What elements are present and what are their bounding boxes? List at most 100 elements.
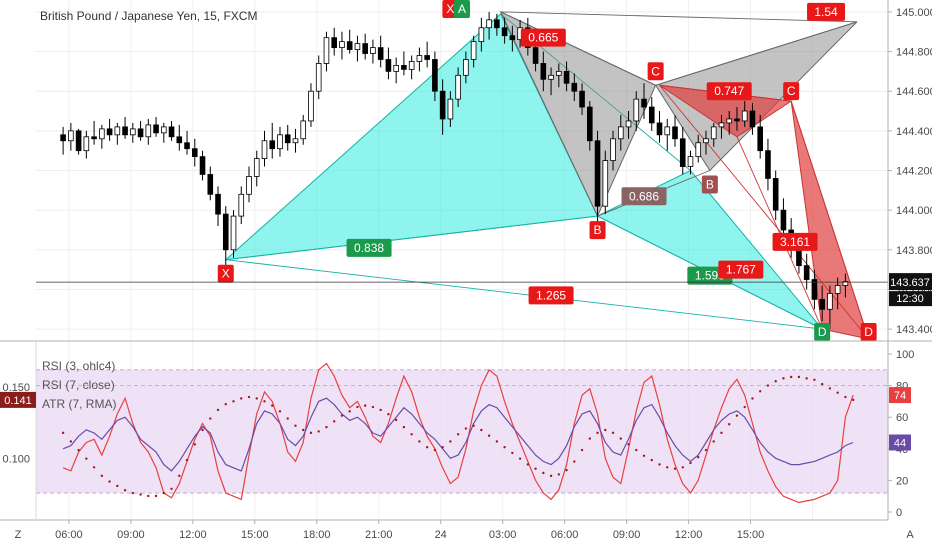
point-label-bg	[589, 221, 606, 240]
atr-point	[240, 397, 243, 400]
candle-body	[401, 65, 407, 70]
point-label-b: B	[589, 221, 606, 240]
candle-body	[648, 106, 655, 124]
pattern-gray-line	[500, 11, 858, 23]
point-label-text: B	[706, 178, 714, 192]
candle-body	[99, 128, 105, 140]
point-label-text: B	[594, 223, 602, 237]
candle	[277, 126, 283, 157]
candle	[486, 11, 492, 40]
candle-body	[153, 124, 159, 134]
candle	[346, 29, 353, 54]
candle	[339, 31, 345, 60]
chart-title: British Pound / Japanese Yen, 15, FXCM	[40, 9, 257, 23]
ratio-text: 0.838	[354, 241, 384, 255]
price-tick-label: 145.000	[896, 7, 932, 19]
point-label-text: C	[651, 64, 660, 78]
candle-body	[331, 37, 338, 48]
candle	[540, 51, 547, 92]
candle-body	[145, 124, 152, 138]
candle-body	[323, 37, 330, 64]
candle	[772, 170, 779, 221]
candle-body	[416, 55, 423, 62]
atr-point	[487, 434, 491, 437]
atr-point	[604, 428, 607, 432]
candle	[672, 114, 678, 147]
candle	[238, 186, 245, 225]
candle-body	[168, 126, 175, 138]
candle-body	[571, 82, 578, 92]
candle	[834, 277, 841, 310]
candle-body	[757, 126, 764, 152]
candle	[284, 124, 291, 151]
candle-body	[494, 19, 500, 29]
atr-point	[263, 400, 266, 403]
atr-point	[433, 448, 437, 452]
candle	[432, 51, 438, 102]
legend-atr: ATR (7, RMA)	[42, 397, 116, 411]
candle	[447, 91, 454, 127]
candle-body	[703, 138, 709, 144]
candle	[765, 138, 771, 191]
ratio-label: 3.161	[772, 232, 818, 251]
ratio-text: 0.747	[714, 84, 744, 98]
candle-body	[772, 178, 779, 211]
atr-point	[635, 448, 638, 452]
candle	[145, 118, 152, 145]
atr-point	[201, 428, 204, 432]
ratio-text: 0.665	[528, 31, 558, 45]
candle-body	[308, 90, 314, 122]
candle	[215, 186, 221, 227]
candle	[176, 124, 183, 151]
atr-point	[333, 420, 336, 423]
candle-body	[726, 118, 733, 124]
timezone-icon[interactable]: Z	[15, 529, 22, 541]
atr-point	[759, 390, 762, 393]
pattern-red-line	[790, 100, 870, 340]
candle	[563, 61, 570, 92]
last-price-tag: 143.637 12:30	[889, 273, 932, 307]
atr-point	[805, 377, 808, 380]
candle	[695, 134, 702, 163]
pattern-cyan-line	[225, 215, 598, 261]
atr-point	[348, 410, 351, 413]
candle-body	[695, 142, 702, 158]
rsi3-current-value: 74	[894, 390, 906, 402]
candle-body	[393, 65, 399, 72]
atr-point	[247, 395, 251, 399]
price-tick-label: 144.600	[896, 86, 932, 98]
ratio-text: 3.161	[780, 235, 810, 249]
atr-point	[658, 463, 661, 466]
candle-body	[532, 47, 539, 64]
svg-text:Z: Z	[15, 529, 22, 541]
auto-scale-icon[interactable]: A	[906, 529, 914, 541]
candle	[60, 126, 66, 155]
candle	[114, 122, 121, 145]
point-label-text: A	[458, 2, 466, 16]
candle-body	[230, 215, 237, 251]
candle	[292, 128, 299, 153]
candle	[610, 130, 616, 171]
indicator-value-tags: 0.141 74 44	[0, 387, 911, 451]
time-tick-label: 09:00	[117, 529, 145, 541]
time-tick-label: 06:00	[551, 529, 579, 541]
atr-point	[356, 405, 359, 409]
atr-point	[557, 473, 561, 476]
candle	[99, 124, 105, 149]
atr-point	[170, 487, 173, 490]
atr-point	[565, 468, 568, 472]
candle-body	[718, 122, 725, 128]
candle-body	[222, 213, 229, 251]
point-label-b: B	[701, 175, 718, 194]
atr-point	[619, 437, 622, 440]
candle-body	[796, 249, 802, 267]
candle-body	[811, 279, 818, 300]
candle-body	[246, 176, 252, 195]
candle	[83, 130, 90, 159]
atr-point	[61, 431, 65, 435]
candle-body	[75, 130, 82, 152]
candle-body	[509, 35, 516, 41]
time-tick-label: 21:00	[365, 529, 393, 541]
candle-body	[617, 126, 624, 140]
ratio-bg	[706, 82, 752, 101]
